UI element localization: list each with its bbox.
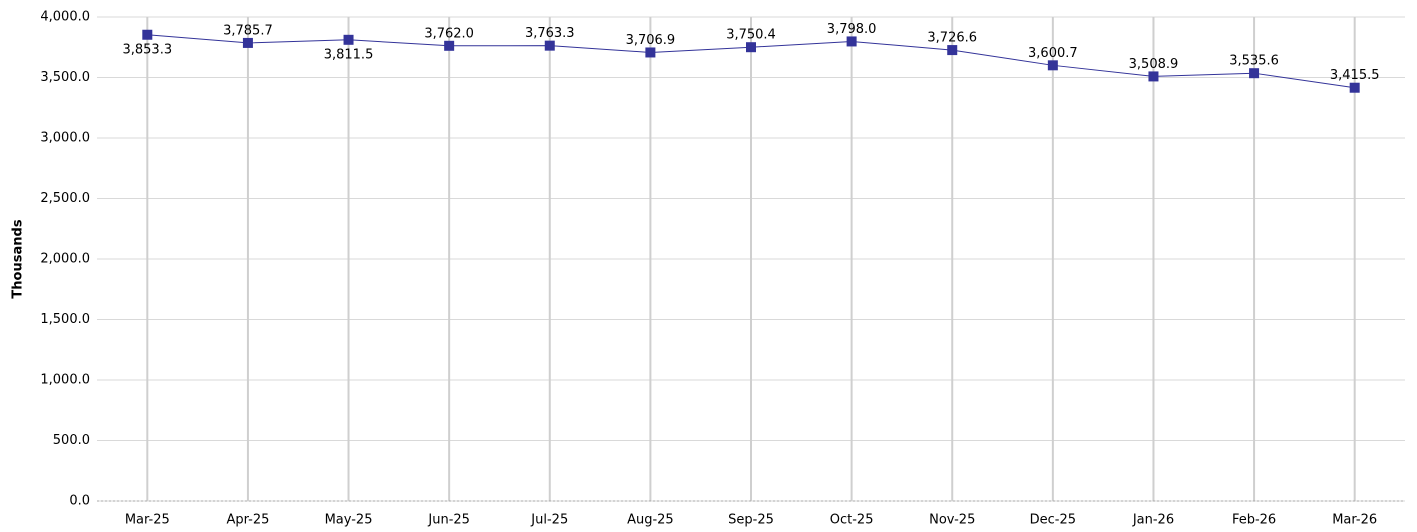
value-label: 3,535.6: [1229, 54, 1279, 69]
value-label: 3,853.3: [122, 42, 172, 57]
y-tick-label: 4,000.0: [40, 10, 90, 25]
x-tick-label: Jul-25: [530, 513, 568, 528]
marker: [444, 40, 455, 51]
x-tick-label: Mar-25: [125, 513, 170, 528]
value-label: 3,785.7: [223, 23, 273, 38]
marker: [846, 36, 857, 47]
value-label: 3,798.0: [827, 22, 877, 37]
x-tick-label: May-25: [325, 513, 373, 528]
marker: [242, 37, 253, 48]
value-label: 3,706.9: [626, 33, 676, 48]
y-tick-label: 3,000.0: [40, 131, 90, 146]
y-tick-label: 2,000.0: [40, 252, 90, 267]
y-tick-label: 1,500.0: [40, 312, 90, 327]
y-axis-title: Thousands: [11, 219, 26, 298]
x-tick-label: Dec-25: [1030, 513, 1076, 528]
marker: [343, 34, 354, 45]
marker: [1349, 82, 1360, 93]
y-tick-label: 1,000.0: [40, 373, 90, 388]
value-label: 3,726.6: [927, 31, 977, 46]
x-tick-label: Apr-25: [226, 513, 269, 528]
y-tick-label: 0.0: [69, 494, 90, 509]
x-tick-label: Feb-26: [1232, 513, 1276, 528]
marker: [1148, 71, 1159, 82]
marker: [142, 29, 153, 40]
y-tick-label: 2,500.0: [40, 191, 90, 206]
marker: [1047, 60, 1058, 71]
marker: [544, 40, 555, 51]
x-tick-label: Mar-26: [1332, 513, 1377, 528]
x-tick-label: Sep-25: [728, 513, 774, 528]
y-tick-label: 500.0: [53, 433, 90, 448]
x-tick-label: Jan-26: [1132, 513, 1174, 528]
value-label: 3,763.3: [525, 26, 575, 41]
value-label: 3,762.0: [424, 26, 474, 41]
y-tick-label: 3,500.0: [40, 70, 90, 85]
marker: [1249, 68, 1260, 79]
x-tick-label: Oct-25: [830, 513, 874, 528]
value-label: 3,750.4: [726, 28, 776, 43]
marker: [947, 45, 958, 56]
value-label: 3,415.5: [1330, 68, 1380, 83]
value-label: 3,508.9: [1129, 57, 1179, 72]
marker: [746, 42, 756, 53]
x-tick-label: Aug-25: [627, 513, 674, 528]
x-tick-label: Nov-25: [929, 513, 975, 528]
marker: [645, 47, 656, 58]
value-label: 3,811.5: [324, 47, 374, 62]
value-label: 3,600.7: [1028, 46, 1078, 61]
x-tick-label: Jun-25: [427, 513, 470, 528]
